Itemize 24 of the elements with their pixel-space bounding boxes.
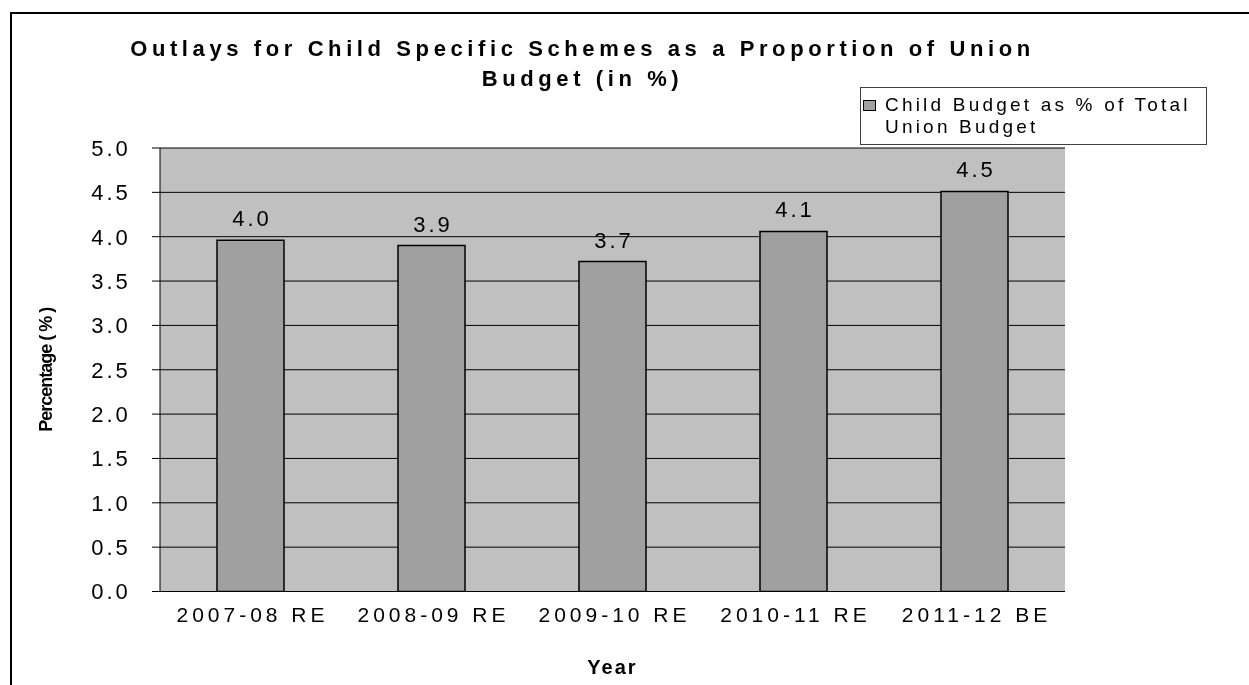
x-tick-label: 2009-10 RE bbox=[538, 602, 691, 626]
data-label: 4.1 bbox=[775, 197, 815, 223]
y-tick-label: 3.0 bbox=[91, 313, 131, 339]
legend-label: Child Budget as % of Total Union Budget bbox=[885, 94, 1191, 137]
data-label: 4.5 bbox=[956, 157, 996, 183]
y-tick-label: 3.5 bbox=[91, 268, 131, 294]
x-tick-label: 2011-12 BE bbox=[901, 602, 1052, 626]
y-tick-label: 2.5 bbox=[91, 357, 131, 383]
x-tick-label: 2007-08 RE bbox=[176, 602, 329, 626]
y-tick-label: 4.0 bbox=[91, 224, 131, 250]
y-tick-label: 1.0 bbox=[91, 490, 131, 516]
y-tick-label: 4.5 bbox=[91, 180, 131, 206]
y-tick-label: 0.5 bbox=[91, 535, 131, 561]
y-axis-title: Percentage ( % ) bbox=[36, 306, 57, 432]
data-label: 3.9 bbox=[413, 211, 453, 237]
y-tick-label: 1.5 bbox=[91, 446, 131, 472]
chart-title: Outlays for Child Specific Schemes as a Proportion of Union Budget (in %) bbox=[130, 36, 1035, 91]
y-tick-label: 5.0 bbox=[91, 135, 131, 161]
y-tick-label: 2.0 bbox=[91, 402, 131, 428]
x-tick-label: 2008-09 RE bbox=[357, 602, 510, 626]
data-label: 4.0 bbox=[232, 206, 272, 232]
x-tick-label: 2010-11 RE bbox=[720, 602, 871, 626]
x-axis-title: Year bbox=[587, 655, 638, 678]
y-tick-label: 0.0 bbox=[91, 579, 131, 605]
